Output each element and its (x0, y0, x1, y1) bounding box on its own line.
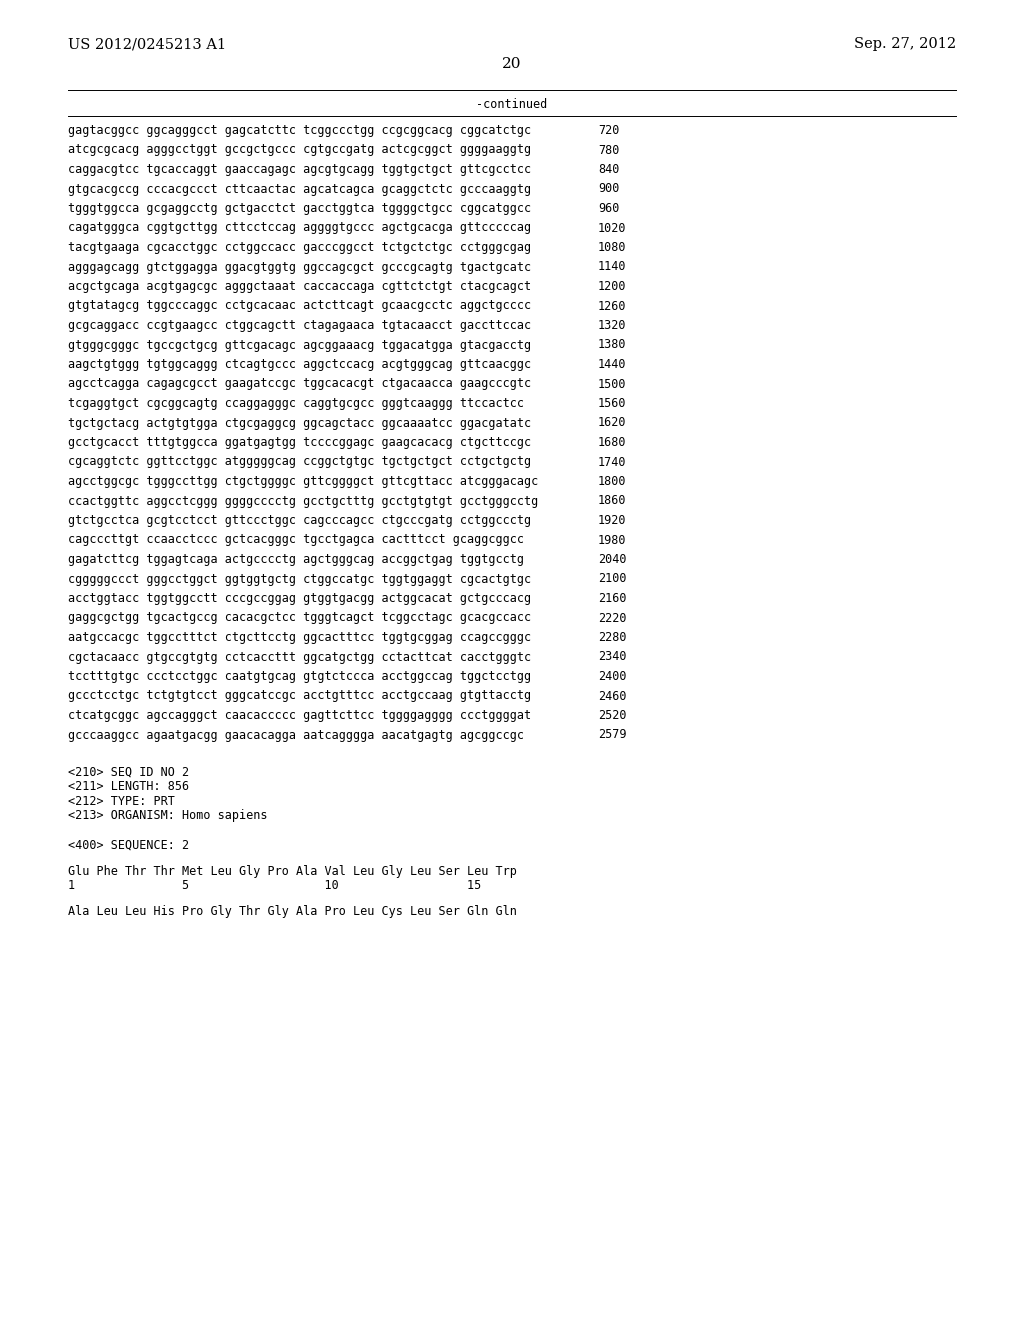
Text: US 2012/0245213 A1: US 2012/0245213 A1 (68, 37, 226, 51)
Text: cgcaggtctc ggttcctggc atgggggcag ccggctgtgc tgctgctgct cctgctgctg: cgcaggtctc ggttcctggc atgggggcag ccggctg… (68, 455, 531, 469)
Text: gcgcaggacc ccgtgaagcc ctggcagctt ctagagaaca tgtacaacct gaccttccac: gcgcaggacc ccgtgaagcc ctggcagctt ctagaga… (68, 319, 531, 333)
Text: gtgggcgggc tgccgctgcg gttcgacagc agcggaaacg tggacatgga gtacgacctg: gtgggcgggc tgccgctgcg gttcgacagc agcggaa… (68, 338, 531, 351)
Text: 840: 840 (598, 162, 620, 176)
Text: 2040: 2040 (598, 553, 627, 566)
Text: 1560: 1560 (598, 397, 627, 411)
Text: aatgccacgc tggcctttct ctgcttcctg ggcactttcc tggtgcggag ccagccgggc: aatgccacgc tggcctttct ctgcttcctg ggcactt… (68, 631, 531, 644)
Text: 2340: 2340 (598, 651, 627, 664)
Text: agcctcagga cagagcgcct gaagatccgc tggcacacgt ctgacaacca gaagcccgtc: agcctcagga cagagcgcct gaagatccgc tggcaca… (68, 378, 531, 391)
Text: acctggtacc tggtggcctt cccgccggag gtggtgacgg actggcacat gctgcccacg: acctggtacc tggtggcctt cccgccggag gtggtga… (68, 591, 531, 605)
Text: 1200: 1200 (598, 280, 627, 293)
Text: tgctgctacg actgtgtgga ctgcgaggcg ggcagctacc ggcaaaatcc ggacgatatc: tgctgctacg actgtgtgga ctgcgaggcg ggcagct… (68, 417, 531, 429)
Text: 1020: 1020 (598, 222, 627, 235)
Text: 1380: 1380 (598, 338, 627, 351)
Text: <400> SEQUENCE: 2: <400> SEQUENCE: 2 (68, 838, 189, 851)
Text: gcccaaggcc agaatgacgg gaacacagga aatcagggga aacatgagtg agcggccgc: gcccaaggcc agaatgacgg gaacacagga aatcagg… (68, 729, 524, 742)
Text: cgctacaacc gtgccgtgtg cctcaccttt ggcatgctgg cctacttcat cacctgggtc: cgctacaacc gtgccgtgtg cctcaccttt ggcatgc… (68, 651, 531, 664)
Text: 1800: 1800 (598, 475, 627, 488)
Text: tgggtggcca gcgaggcctg gctgacctct gacctggtca tggggctgcc cggcatggcc: tgggtggcca gcgaggcctg gctgacctct gacctgg… (68, 202, 531, 215)
Text: gagatcttcg tggagtcaga actgcccctg agctgggcag accggctgag tggtgcctg: gagatcttcg tggagtcaga actgcccctg agctggg… (68, 553, 524, 566)
Text: 1440: 1440 (598, 358, 627, 371)
Text: cagcccttgt ccaacctccc gctcacgggc tgcctgagca cactttcct gcaggcggcc: cagcccttgt ccaacctccc gctcacgggc tgcctga… (68, 533, 524, 546)
Text: 2520: 2520 (598, 709, 627, 722)
Text: 2400: 2400 (598, 671, 627, 682)
Text: ccactggttc aggcctcggg ggggcccctg gcctgctttg gcctgtgtgt gcctgggcctg: ccactggttc aggcctcggg ggggcccctg gcctgct… (68, 495, 539, 507)
Text: gtctgcctca gcgtcctcct gttccctggc cagcccagcc ctgcccgatg cctggccctg: gtctgcctca gcgtcctcct gttccctggc cagccca… (68, 513, 531, 527)
Text: ctcatgcggc agccagggct caacaccccc gagttcttcc tggggagggg ccctggggat: ctcatgcggc agccagggct caacaccccc gagttct… (68, 709, 531, 722)
Text: 2460: 2460 (598, 689, 627, 702)
Text: 1140: 1140 (598, 260, 627, 273)
Text: 900: 900 (598, 182, 620, 195)
Text: 1620: 1620 (598, 417, 627, 429)
Text: 1860: 1860 (598, 495, 627, 507)
Text: tcctttgtgc ccctcctggc caatgtgcag gtgtctccca acctggccag tggctcctgg: tcctttgtgc ccctcctggc caatgtgcag gtgtctc… (68, 671, 531, 682)
Text: -continued: -continued (476, 98, 548, 111)
Text: gccctcctgc tctgtgtcct gggcatccgc acctgtttcc acctgccaag gtgttacctg: gccctcctgc tctgtgtcct gggcatccgc acctgtt… (68, 689, 531, 702)
Text: 1740: 1740 (598, 455, 627, 469)
Text: <210> SEQ ID NO 2: <210> SEQ ID NO 2 (68, 766, 189, 779)
Text: 1980: 1980 (598, 533, 627, 546)
Text: 1320: 1320 (598, 319, 627, 333)
Text: Ala Leu Leu His Pro Gly Thr Gly Ala Pro Leu Cys Leu Ser Gln Gln: Ala Leu Leu His Pro Gly Thr Gly Ala Pro … (68, 906, 517, 919)
Text: 720: 720 (598, 124, 620, 137)
Text: 2100: 2100 (598, 573, 627, 586)
Text: gaggcgctgg tgcactgccg cacacgctcc tgggtcagct tcggcctagc gcacgccacc: gaggcgctgg tgcactgccg cacacgctcc tgggtca… (68, 611, 531, 624)
Text: 2220: 2220 (598, 611, 627, 624)
Text: 960: 960 (598, 202, 620, 215)
Text: cagatgggca cggtgcttgg cttcctccag aggggtgccc agctgcacga gttcccccag: cagatgggca cggtgcttgg cttcctccag aggggtg… (68, 222, 531, 235)
Text: 2280: 2280 (598, 631, 627, 644)
Text: 1080: 1080 (598, 242, 627, 253)
Text: agcctggcgc tgggccttgg ctgctggggc gttcggggct gttcgttacc atcgggacagc: agcctggcgc tgggccttgg ctgctggggc gttcggg… (68, 475, 539, 488)
Text: tcgaggtgct cgcggcagtg ccaggagggc caggtgcgcc gggtcaaggg ttccactcc: tcgaggtgct cgcggcagtg ccaggagggc caggtgc… (68, 397, 524, 411)
Text: 1500: 1500 (598, 378, 627, 391)
Text: 1680: 1680 (598, 436, 627, 449)
Text: gcctgcacct tttgtggcca ggatgagtgg tccccggagc gaagcacacg ctgcttccgc: gcctgcacct tttgtggcca ggatgagtgg tccccgg… (68, 436, 531, 449)
Text: gagtacggcc ggcagggcct gagcatcttc tcggccctgg ccgcggcacg cggcatctgc: gagtacggcc ggcagggcct gagcatcttc tcggccc… (68, 124, 531, 137)
Text: Glu Phe Thr Thr Met Leu Gly Pro Ala Val Leu Gly Leu Ser Leu Trp: Glu Phe Thr Thr Met Leu Gly Pro Ala Val … (68, 865, 517, 878)
Text: tacgtgaaga cgcacctggc cctggccacc gacccggcct tctgctctgc cctgggcgag: tacgtgaaga cgcacctggc cctggccacc gacccgg… (68, 242, 531, 253)
Text: 780: 780 (598, 144, 620, 157)
Text: 2160: 2160 (598, 591, 627, 605)
Text: 2579: 2579 (598, 729, 627, 742)
Text: <211> LENGTH: 856: <211> LENGTH: 856 (68, 780, 189, 793)
Text: <213> ORGANISM: Homo sapiens: <213> ORGANISM: Homo sapiens (68, 809, 267, 822)
Text: gtgtatagcg tggcccaggc cctgcacaac actcttcagt gcaacgcctc aggctgcccc: gtgtatagcg tggcccaggc cctgcacaac actcttc… (68, 300, 531, 313)
Text: 1               5                   10                  15: 1 5 10 15 (68, 879, 481, 892)
Text: atcgcgcacg agggcctggt gccgctgccc cgtgccgatg actcgcggct ggggaaggtg: atcgcgcacg agggcctggt gccgctgccc cgtgccg… (68, 144, 531, 157)
Text: 20: 20 (502, 57, 522, 71)
Text: caggacgtcc tgcaccaggt gaaccagagc agcgtgcagg tggtgctgct gttcgcctcc: caggacgtcc tgcaccaggt gaaccagagc agcgtgc… (68, 162, 531, 176)
Text: 1260: 1260 (598, 300, 627, 313)
Text: aagctgtggg tgtggcaggg ctcagtgccc aggctccacg acgtgggcag gttcaacggc: aagctgtggg tgtggcaggg ctcagtgccc aggctcc… (68, 358, 531, 371)
Text: agggagcagg gtctggagga ggacgtggtg ggccagcgct gcccgcagtg tgactgcatc: agggagcagg gtctggagga ggacgtggtg ggccagc… (68, 260, 531, 273)
Text: gtgcacgccg cccacgccct cttcaactac agcatcagca gcaggctctc gcccaaggtg: gtgcacgccg cccacgccct cttcaactac agcatca… (68, 182, 531, 195)
Text: cgggggccct gggcctggct ggtggtgctg ctggccatgc tggtggaggt cgcactgtgc: cgggggccct gggcctggct ggtggtgctg ctggcca… (68, 573, 531, 586)
Text: acgctgcaga acgtgagcgc agggctaaat caccaccaga cgttctctgt ctacgcagct: acgctgcaga acgtgagcgc agggctaaat caccacc… (68, 280, 531, 293)
Text: <212> TYPE: PRT: <212> TYPE: PRT (68, 795, 175, 808)
Text: 1920: 1920 (598, 513, 627, 527)
Text: Sep. 27, 2012: Sep. 27, 2012 (854, 37, 956, 51)
